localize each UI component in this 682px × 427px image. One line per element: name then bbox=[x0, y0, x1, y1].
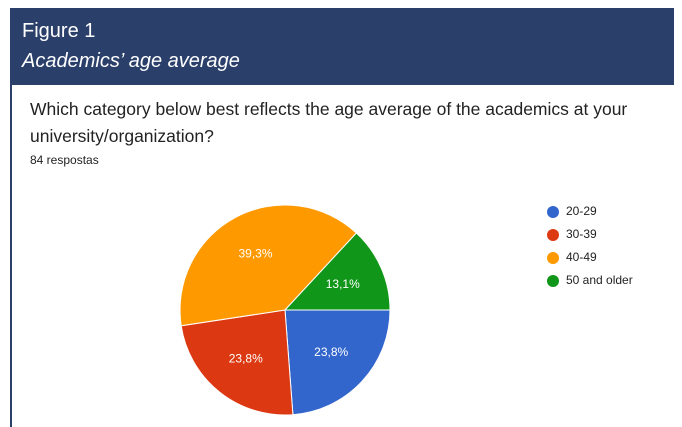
pie-slice bbox=[284, 309, 391, 416]
legend-swatch bbox=[547, 229, 559, 241]
legend-label: 20-29 bbox=[566, 204, 597, 218]
figure-header: Figure 1 Academics’ age average bbox=[12, 8, 674, 85]
chart-subtitle: 84 respostas bbox=[30, 153, 99, 167]
figure-frame: Figure 1 Academics’ age average Which ca… bbox=[10, 8, 674, 427]
legend-label: 40-49 bbox=[566, 250, 597, 264]
figure-caption: Academics’ age average bbox=[22, 50, 240, 72]
pie-slice bbox=[180, 309, 294, 416]
chart-title: Which category below best reflects the a… bbox=[30, 99, 628, 146]
slice-label: 23,8% bbox=[229, 351, 263, 365]
slice-label: 23,8% bbox=[314, 345, 348, 359]
slice-label: 39,3% bbox=[239, 246, 273, 260]
pie-slice bbox=[283, 232, 391, 311]
legend-swatch bbox=[547, 275, 559, 287]
legend-label: 30-39 bbox=[566, 227, 597, 241]
pie-slice bbox=[179, 204, 358, 327]
figure-label: Figure 1 bbox=[22, 20, 96, 42]
slice-label: 13,1% bbox=[326, 277, 360, 291]
legend-swatch bbox=[547, 252, 559, 264]
legend-label: 50 and older bbox=[566, 273, 633, 287]
legend-swatch bbox=[547, 206, 559, 218]
